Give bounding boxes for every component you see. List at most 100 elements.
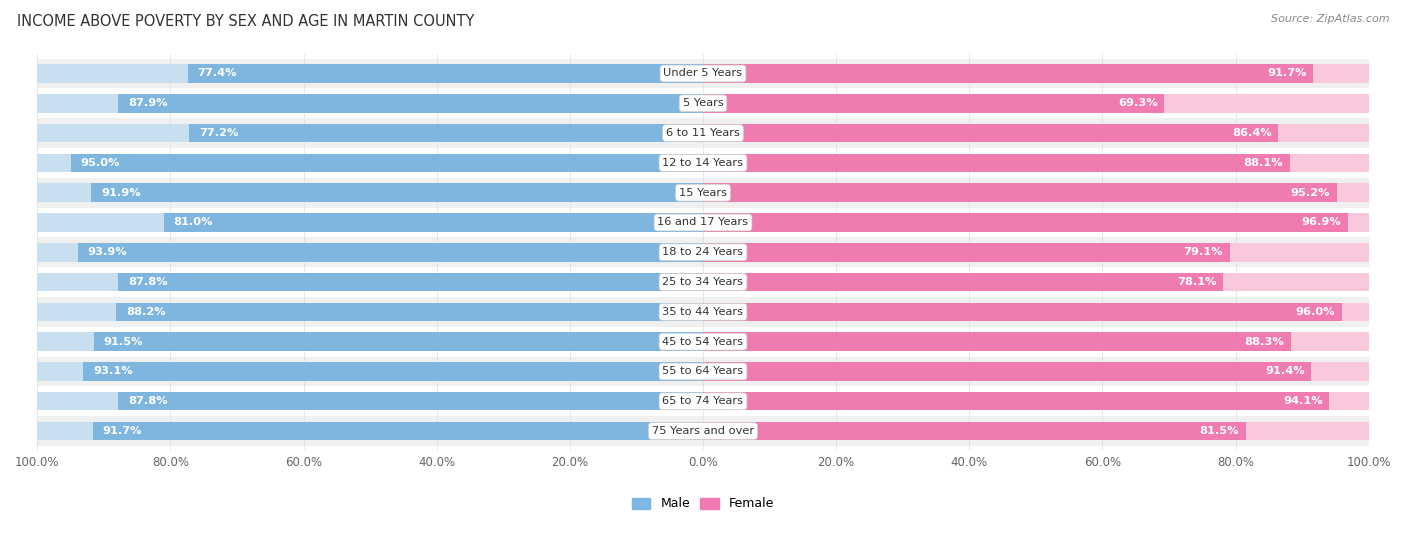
Bar <box>37 416 1369 446</box>
Bar <box>703 302 1343 321</box>
Text: 35 to 44 Years: 35 to 44 Years <box>662 307 744 317</box>
Bar <box>703 94 1369 112</box>
Bar <box>37 333 703 351</box>
Text: 96.9%: 96.9% <box>1302 217 1341 228</box>
Bar <box>37 302 703 321</box>
Bar <box>118 392 703 410</box>
Bar <box>703 213 1348 232</box>
Text: 5 Years: 5 Years <box>683 98 723 108</box>
Bar <box>188 124 703 143</box>
Text: 91.7%: 91.7% <box>1267 69 1306 78</box>
Bar <box>703 422 1246 440</box>
Bar <box>37 386 1369 416</box>
Text: 94.1%: 94.1% <box>1284 396 1323 406</box>
Bar <box>703 183 1369 202</box>
Bar <box>703 64 1313 83</box>
Bar <box>163 213 703 232</box>
Bar <box>37 243 703 262</box>
Text: 79.1%: 79.1% <box>1184 247 1223 257</box>
Bar <box>37 297 1369 327</box>
Bar <box>703 392 1330 410</box>
Text: 45 to 54 Years: 45 to 54 Years <box>662 337 744 347</box>
Bar <box>93 422 703 440</box>
Text: 77.4%: 77.4% <box>198 69 238 78</box>
Bar <box>37 59 1369 88</box>
Bar <box>37 178 1369 207</box>
Bar <box>37 94 703 112</box>
Bar <box>703 64 1369 83</box>
Bar <box>703 422 1369 440</box>
Text: 12 to 14 Years: 12 to 14 Years <box>662 158 744 168</box>
Text: 86.4%: 86.4% <box>1232 128 1271 138</box>
Bar <box>703 333 1291 351</box>
Bar <box>703 243 1230 262</box>
Text: 95.2%: 95.2% <box>1291 188 1330 198</box>
Text: 69.3%: 69.3% <box>1118 98 1157 108</box>
Bar <box>703 213 1369 232</box>
Text: 81.0%: 81.0% <box>174 217 214 228</box>
Bar <box>37 207 1369 238</box>
Bar <box>70 154 703 172</box>
Bar <box>94 333 703 351</box>
Text: 96.0%: 96.0% <box>1296 307 1336 317</box>
Text: 91.4%: 91.4% <box>1265 367 1305 376</box>
Text: 88.2%: 88.2% <box>125 307 166 317</box>
Text: 75 Years and over: 75 Years and over <box>652 426 754 436</box>
Text: 25 to 34 Years: 25 to 34 Years <box>662 277 744 287</box>
Bar <box>91 183 703 202</box>
Bar <box>703 154 1369 172</box>
Text: 18 to 24 Years: 18 to 24 Years <box>662 247 744 257</box>
Bar <box>703 243 1369 262</box>
Bar <box>703 273 1223 291</box>
Text: 93.9%: 93.9% <box>87 247 128 257</box>
Bar <box>37 148 1369 178</box>
Bar <box>703 124 1278 143</box>
Text: 88.1%: 88.1% <box>1243 158 1282 168</box>
Bar <box>703 183 1337 202</box>
Bar <box>703 273 1369 291</box>
Text: 91.7%: 91.7% <box>103 426 142 436</box>
Bar <box>703 333 1369 351</box>
Bar <box>703 362 1312 381</box>
Text: Source: ZipAtlas.com: Source: ZipAtlas.com <box>1271 14 1389 24</box>
Text: 87.8%: 87.8% <box>128 396 169 406</box>
Bar <box>37 392 703 410</box>
Bar <box>37 267 1369 297</box>
Bar <box>37 64 703 83</box>
Text: INCOME ABOVE POVERTY BY SEX AND AGE IN MARTIN COUNTY: INCOME ABOVE POVERTY BY SEX AND AGE IN M… <box>17 14 474 29</box>
Text: 55 to 64 Years: 55 to 64 Years <box>662 367 744 376</box>
Text: 87.8%: 87.8% <box>128 277 169 287</box>
Bar <box>118 273 703 291</box>
Text: 81.5%: 81.5% <box>1199 426 1239 436</box>
Bar <box>37 238 1369 267</box>
Text: 93.1%: 93.1% <box>93 367 132 376</box>
Bar <box>77 243 703 262</box>
Bar <box>115 302 703 321</box>
Bar <box>703 124 1369 143</box>
Text: 15 Years: 15 Years <box>679 188 727 198</box>
Text: 6 to 11 Years: 6 to 11 Years <box>666 128 740 138</box>
Text: 88.3%: 88.3% <box>1244 337 1284 347</box>
Text: 91.9%: 91.9% <box>101 188 141 198</box>
Bar <box>188 64 703 83</box>
Bar <box>703 392 1369 410</box>
Bar <box>703 302 1369 321</box>
Legend: Male, Female: Male, Female <box>627 492 779 515</box>
Bar <box>37 213 703 232</box>
Text: 95.0%: 95.0% <box>80 158 120 168</box>
Text: 87.9%: 87.9% <box>128 98 167 108</box>
Text: 65 to 74 Years: 65 to 74 Years <box>662 396 744 406</box>
Bar <box>703 154 1289 172</box>
Bar <box>83 362 703 381</box>
Text: 77.2%: 77.2% <box>200 128 239 138</box>
Bar <box>37 327 1369 357</box>
Bar <box>37 88 1369 118</box>
Bar <box>37 422 703 440</box>
Text: Under 5 Years: Under 5 Years <box>664 69 742 78</box>
Bar <box>703 362 1369 381</box>
Bar <box>37 183 703 202</box>
Bar <box>37 154 703 172</box>
Bar <box>37 362 703 381</box>
Bar <box>37 118 1369 148</box>
Text: 78.1%: 78.1% <box>1177 277 1216 287</box>
